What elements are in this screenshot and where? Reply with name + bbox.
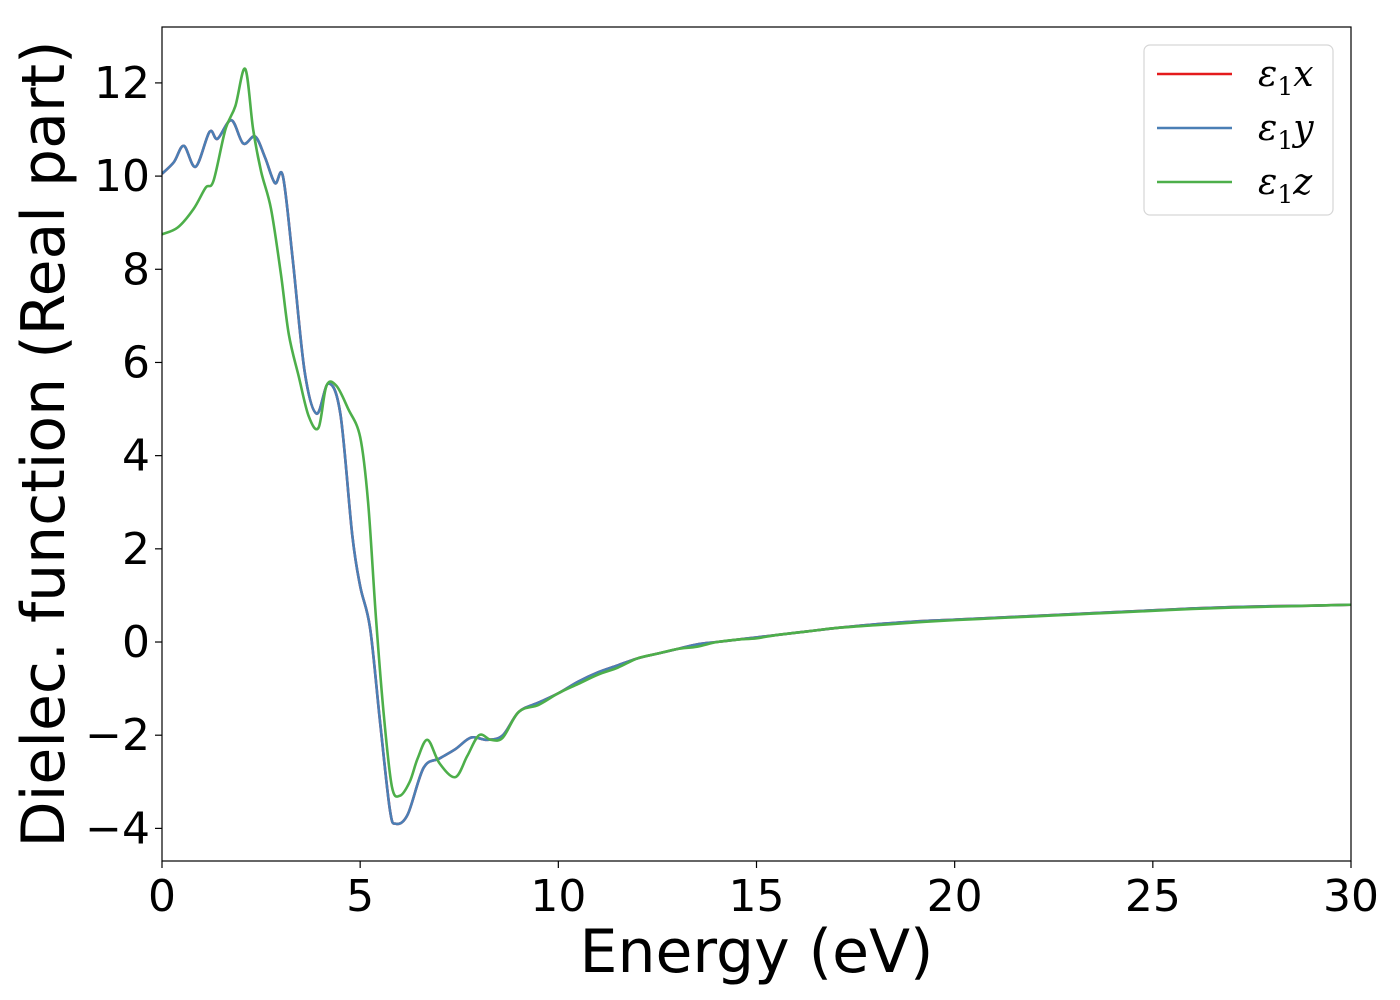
y-axis-ticks: −4 −2 0 2 4 6 8 10 12: [85, 58, 162, 854]
y-tick-label: −2: [85, 710, 150, 761]
x-tick-label: 15: [729, 871, 785, 922]
series-lines: [162, 67, 1351, 826]
legend-label-x: ε1x: [1258, 54, 1314, 101]
legend-label-z: ε1z: [1258, 162, 1313, 209]
y-tick-label: 2: [122, 524, 150, 575]
y-tick-label: 12: [94, 58, 150, 109]
series-line-x: [162, 118, 1351, 826]
x-tick-label: 10: [530, 871, 586, 922]
y-tick-label: −4: [85, 803, 150, 854]
y-axis-label: Dielec. function (Real part): [9, 41, 79, 848]
x-axis-label: Energy (eV): [580, 917, 934, 987]
legend-label-y: ε1y: [1258, 108, 1314, 155]
series-line-y: [162, 118, 1351, 826]
series-line-z: [162, 67, 1351, 798]
x-tick-label: 25: [1125, 871, 1181, 922]
x-tick-label: 0: [148, 871, 176, 922]
y-tick-label: 8: [122, 244, 150, 295]
x-axis-ticks: 0 5 10 15 20 25 30: [148, 861, 1379, 922]
legend: ε1x ε1y ε1z: [1143, 44, 1334, 216]
y-tick-label: 6: [122, 337, 150, 388]
x-tick-label: 20: [927, 871, 983, 922]
y-tick-label: 4: [122, 431, 150, 482]
x-tick-label: 5: [346, 871, 374, 922]
y-tick-label: 0: [122, 617, 150, 668]
legend-box: [1143, 44, 1334, 216]
x-tick-label: 30: [1323, 871, 1379, 922]
y-tick-label: 10: [94, 151, 150, 202]
